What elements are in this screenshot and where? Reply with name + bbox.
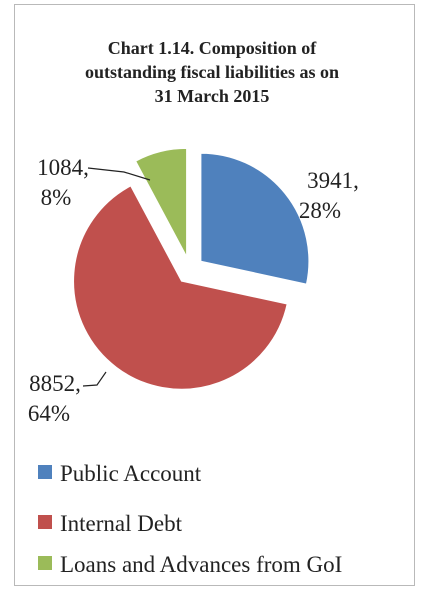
chart-title-line-3: 31 March 2015 — [154, 86, 270, 106]
legend-swatch-loans-advances — [38, 556, 52, 570]
data-label-internal-debt-percent: 64% — [28, 401, 70, 426]
data-label-public-account-percent: 28% — [299, 198, 341, 223]
legend-label-internal-debt: Internal Debt — [60, 511, 183, 536]
data-label-loans-value: 1084, — [37, 155, 89, 180]
legend-swatch-public-account — [38, 465, 52, 479]
data-label-internal-debt-value: 8852, — [29, 371, 81, 396]
chart-title: Chart 1.14. Composition of outstanding f… — [48, 36, 376, 108]
data-label-loans-percent: 8% — [41, 185, 72, 210]
data-label-public-account-value: 3941, — [307, 168, 359, 193]
chart-title-line-2: outstanding fiscal liabilities as on — [84, 62, 340, 82]
pie-slice-public-account — [200, 152, 310, 285]
legend-label-public-account: Public Account — [60, 461, 202, 486]
leader-line-internal-debt — [82, 371, 107, 387]
legend-label-loans-advances: Loans and Advances from GoI — [60, 552, 342, 577]
legend: Public Account Internal Debt Loans and A… — [38, 461, 342, 577]
pie-slices — [73, 147, 310, 390]
chart-title-line-1: Chart 1.14. Composition of — [107, 38, 317, 58]
legend-swatch-internal-debt — [38, 515, 52, 529]
leader-line-loans-advances — [87, 167, 151, 181]
label-leader-lines — [82, 167, 151, 387]
pie-slice-loans-advances — [135, 147, 188, 257]
pie-slice-internal-debt — [73, 185, 288, 390]
